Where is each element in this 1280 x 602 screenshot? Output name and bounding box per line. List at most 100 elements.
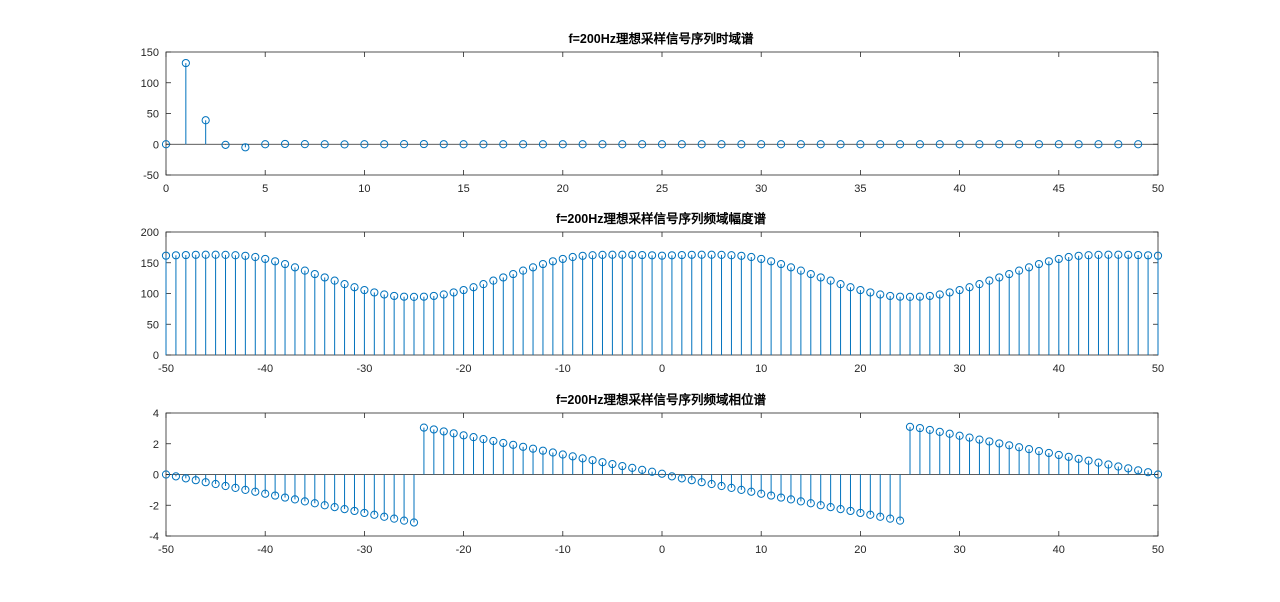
stem-marker <box>499 438 508 448</box>
stem-marker <box>300 497 309 506</box>
stem-marker <box>995 140 1004 149</box>
stem-marker <box>310 269 319 279</box>
stem-marker <box>340 140 349 149</box>
x-tick-label: 50 <box>1152 544 1164 556</box>
stem-marker <box>538 446 548 455</box>
stem-marker <box>757 489 766 498</box>
x-tick-label: 35 <box>854 183 866 195</box>
subplot-title: f=200Hz理想采样信号序列频域幅度谱 <box>556 211 767 226</box>
stem-marker <box>737 140 746 149</box>
stem-marker <box>1134 140 1143 149</box>
stem-marker <box>568 452 577 461</box>
stem-marker <box>479 280 488 289</box>
stem-marker <box>1064 252 1073 262</box>
stem-marker <box>935 290 944 299</box>
stem-marker <box>895 292 905 301</box>
stem-marker <box>1074 251 1083 260</box>
y-tick-label: 2 <box>153 439 159 451</box>
stem-marker <box>657 469 667 478</box>
stem-marker <box>399 292 409 301</box>
x-tick-label: -50 <box>158 363 174 375</box>
stem-marker <box>409 292 419 301</box>
y-tick-label: -4 <box>149 531 159 543</box>
stem-marker <box>241 485 250 494</box>
stem-marker <box>618 250 627 259</box>
stem-marker <box>469 433 478 442</box>
x-tick-label: -40 <box>257 544 273 556</box>
stem-marker <box>171 472 181 481</box>
stem-marker <box>479 435 488 444</box>
stem-marker <box>737 485 746 494</box>
x-tick-label: 15 <box>457 183 469 195</box>
stem-marker <box>191 250 200 259</box>
stem-marker <box>816 501 825 510</box>
x-tick-label: 30 <box>755 183 767 195</box>
stem-marker <box>429 425 438 434</box>
stem-marker <box>181 250 190 260</box>
stem-marker <box>895 516 905 525</box>
stem-marker <box>1005 441 1014 450</box>
stem-marker <box>548 448 557 457</box>
x-tick-label: 30 <box>953 363 965 375</box>
stem-marker <box>459 140 468 149</box>
stem-marker <box>836 140 845 149</box>
y-tick-label: 150 <box>141 47 159 59</box>
stem-marker <box>866 510 875 519</box>
x-tick-label: 10 <box>755 363 767 375</box>
stem-marker <box>905 422 915 431</box>
stem-marker <box>935 140 944 149</box>
y-tick-label: 150 <box>141 258 159 270</box>
stem-marker <box>677 250 686 260</box>
stem-marker <box>1143 468 1153 477</box>
stem-marker <box>191 476 200 485</box>
stem-marker <box>737 251 746 260</box>
stem-marker <box>856 140 865 149</box>
stem-marker <box>945 288 954 297</box>
y-tick-label: 4 <box>153 408 159 420</box>
stem-marker <box>816 273 825 282</box>
stem-marker <box>697 478 706 487</box>
stem-marker <box>1024 445 1034 454</box>
stem-marker <box>697 250 706 259</box>
stem-marker <box>647 251 657 260</box>
stem-marker <box>638 250 647 260</box>
stem-marker <box>171 251 181 260</box>
stem-marker <box>747 487 756 496</box>
stem-marker <box>657 251 667 260</box>
stem-marker <box>548 257 557 266</box>
x-tick-label: 20 <box>854 363 866 375</box>
stem-marker <box>667 251 677 260</box>
stem-marker <box>638 465 647 474</box>
stem-marker <box>519 442 528 451</box>
stem-marker <box>370 288 379 297</box>
x-tick-label: 20 <box>854 544 866 556</box>
stem-marker <box>330 502 339 512</box>
stem-marker <box>866 288 875 297</box>
stem-marker <box>796 266 805 275</box>
stem-marker <box>320 273 329 282</box>
stem-marker <box>221 140 230 149</box>
stem-marker <box>588 251 597 260</box>
x-tick-label: -30 <box>356 544 372 556</box>
stem-marker <box>558 140 567 149</box>
stem-marker <box>538 140 548 149</box>
stem-marker <box>687 476 696 485</box>
stem-marker <box>419 139 429 149</box>
stem-marker <box>905 292 915 301</box>
stem-marker <box>181 474 190 483</box>
stem-marker <box>399 140 409 149</box>
stem-marker <box>1054 254 1063 264</box>
stem-marker <box>717 481 726 491</box>
stem-marker <box>1143 251 1153 260</box>
stem-marker <box>231 483 240 492</box>
stem-marker <box>568 252 577 262</box>
stem-marker <box>965 433 974 442</box>
stem-marker <box>161 251 171 260</box>
stem-marker <box>886 291 895 301</box>
stem-marker <box>241 143 250 152</box>
stem-marker <box>320 140 329 149</box>
stem-marker <box>290 495 300 504</box>
stem-marker <box>449 288 458 297</box>
stem-marker <box>390 514 399 523</box>
stem-marker <box>528 263 538 272</box>
